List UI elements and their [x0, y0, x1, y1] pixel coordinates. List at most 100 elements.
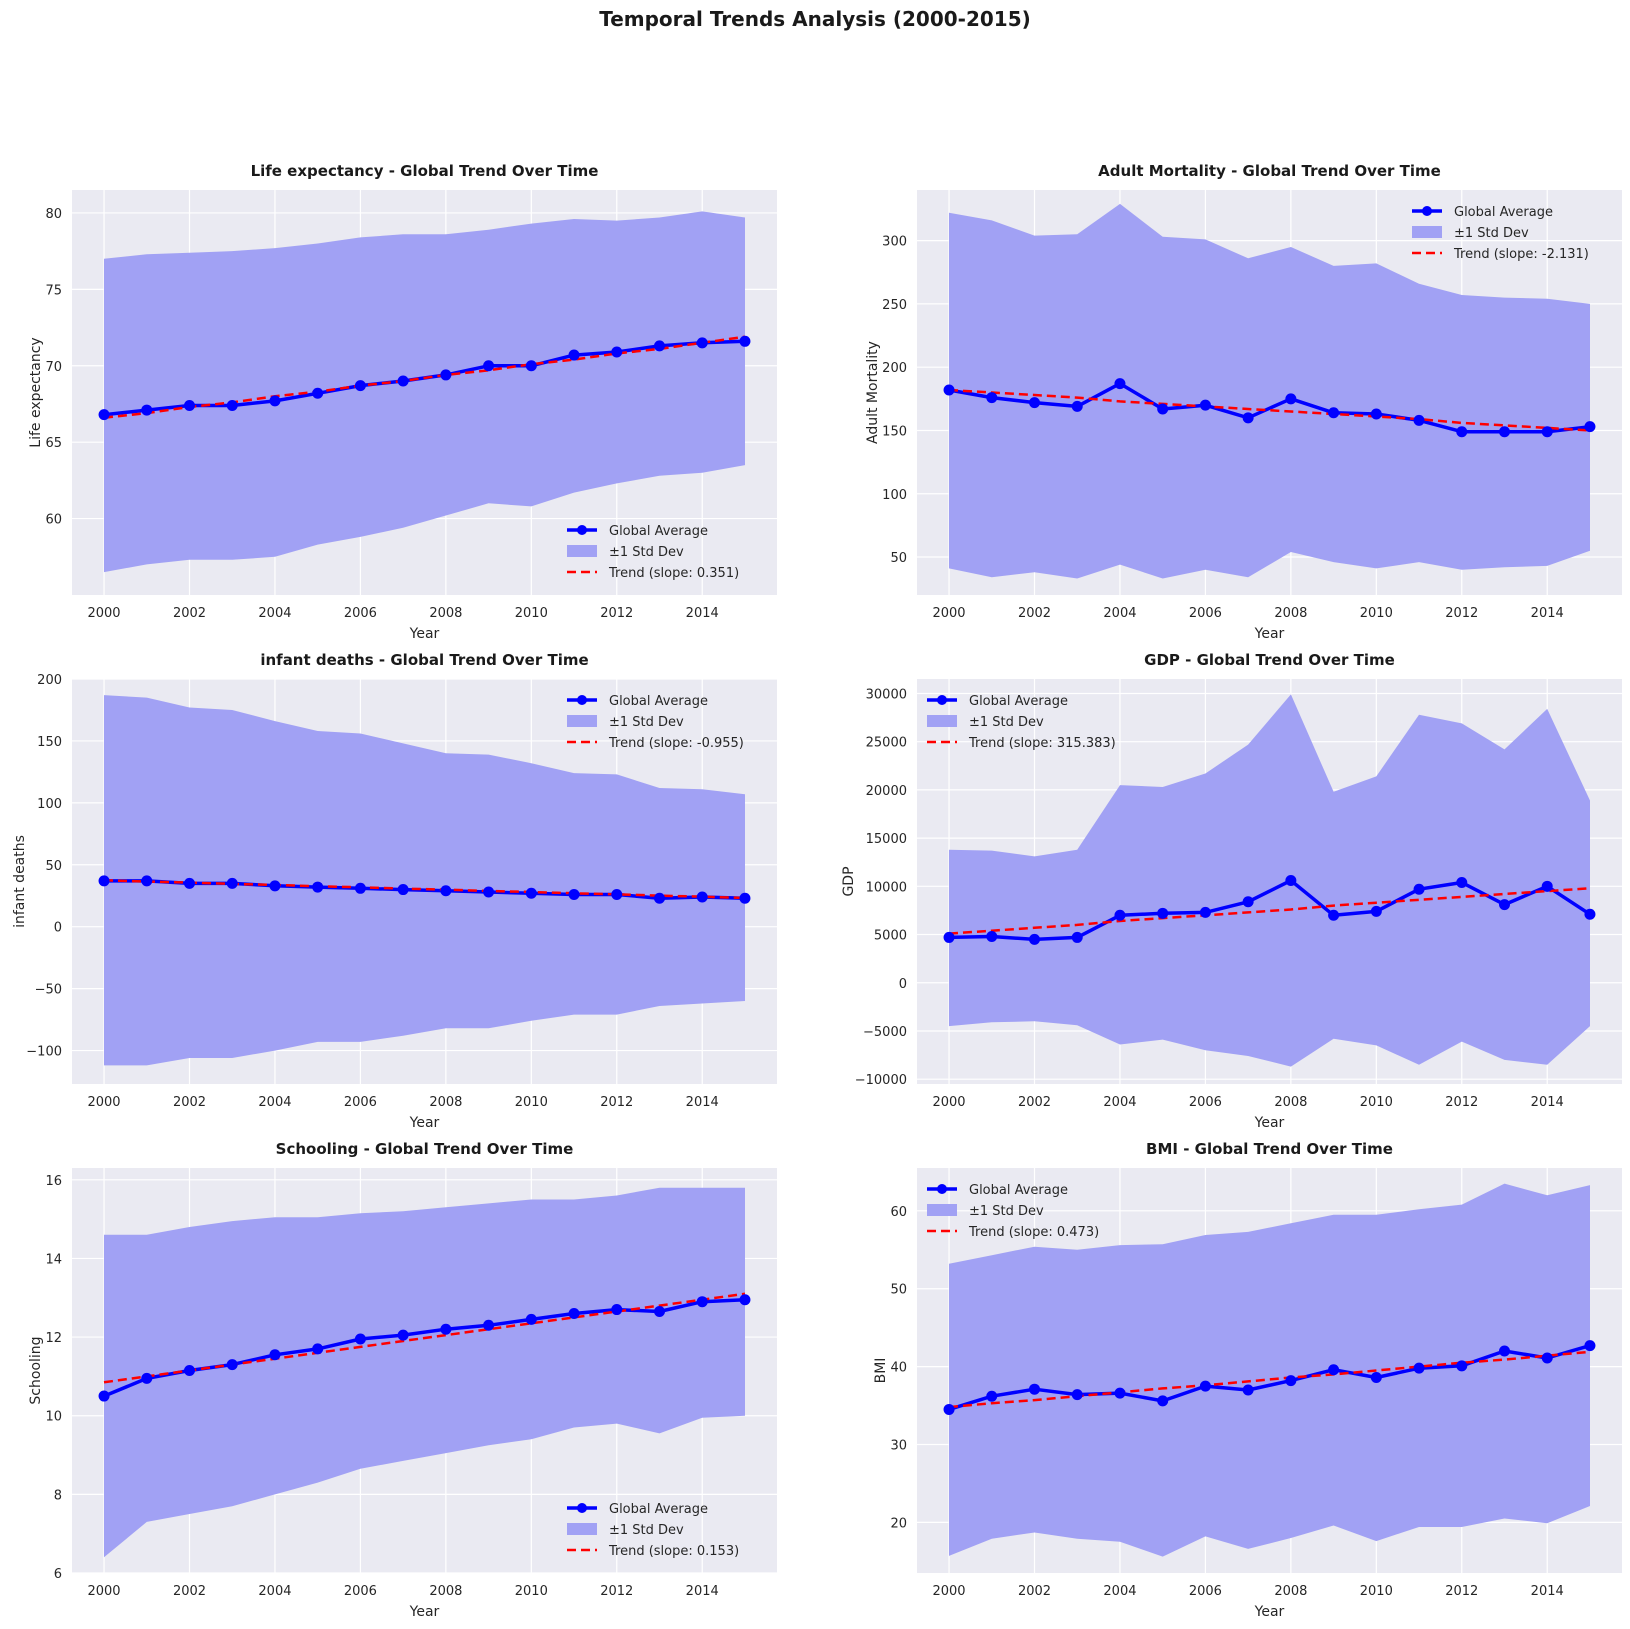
y-tick-label: 0: [54, 921, 62, 936]
legend: Global Average ±1 Std Dev Trend (slope: -0…: [567, 694, 744, 751]
x-tick-label: 2012: [600, 606, 633, 621]
global-average-point: [1541, 426, 1553, 438]
global-average-point: [525, 1313, 537, 1325]
x-tick-label: 2006: [1189, 606, 1222, 621]
global-average-point: [525, 887, 537, 899]
legend-label-band: ±1 Std Dev: [969, 1204, 1044, 1219]
global-average-point: [1499, 426, 1510, 438]
global-average-point: [611, 889, 623, 901]
chart-panel-1: 2000 2002 2004 2006 2008 2010 2012 2014 60 65 70 75…: [28, 162, 777, 642]
global-average-line: [103, 1297, 746, 1398]
legend: Global Average ±1 Std Dev Trend (slope: -2…: [1412, 205, 1589, 262]
x-tick-label: 2012: [1445, 1584, 1478, 1599]
global-average-point: [226, 399, 238, 411]
legend-label-trend: Trend (slope: 315.383): [968, 736, 1116, 751]
global-average-point: [943, 931, 955, 943]
global-average-point: [354, 1333, 366, 1345]
legend-label-average: Global Average: [609, 694, 708, 709]
global-average-point: [986, 1390, 998, 1402]
panels: 2000 2002 2004 2006 2008 2010 2012 201460657075…: [12, 162, 1622, 1620]
global-average-point: [1071, 1389, 1083, 1401]
global-average-point: [986, 930, 998, 942]
y-tick-label: −50: [35, 983, 62, 998]
legend-label-trend: Trend (slope: 0.473): [968, 1225, 1099, 1240]
global-average-point: [1456, 1360, 1468, 1372]
global-average-line: [948, 878, 1591, 942]
global-average-point: [696, 1296, 708, 1308]
y-tick-label: 40: [890, 1361, 907, 1376]
global-average-point: [269, 1349, 281, 1361]
std-dev-band: [104, 211, 745, 573]
y-tick-label: 6: [54, 1567, 62, 1582]
y-tick-label: 50: [890, 1283, 907, 1298]
y-tick-label: 80: [45, 207, 62, 222]
y-tick-label: 70: [45, 360, 62, 375]
y-tick-label: 75: [45, 283, 62, 298]
x-tick-label: 2012: [1445, 606, 1478, 621]
global-average-point: [483, 886, 495, 898]
x-tick-label: 2004: [258, 1095, 291, 1110]
global-average-point: [440, 885, 452, 897]
x-axis-label: Year: [1254, 1115, 1285, 1131]
legend-swatch-band: [567, 545, 597, 557]
y-axis-label: Life expectancy: [28, 337, 44, 447]
global-average-point: [354, 380, 366, 392]
legend-swatch-band: [927, 1204, 957, 1216]
y-tick-label: 100: [37, 797, 62, 812]
x-tick-label: 2000: [87, 606, 120, 621]
global-average-point: [739, 892, 751, 904]
global-average-point: [440, 369, 452, 381]
y-axis-label: Schooling: [28, 1336, 44, 1404]
legend: Global Average ±1 Std Dev Trend (slope: 31…: [927, 694, 1116, 751]
chart-panel-6: 2000 2002 2004 2006 2008 2010 2012 2014 20 30 40 50…: [873, 1140, 1622, 1620]
global-average-point: [1157, 1395, 1169, 1407]
x-tick-label: 2010: [1360, 1584, 1393, 1599]
legend-label-band: ±1 Std Dev: [1454, 226, 1529, 241]
chart-title: GDP - Global Trend Over Time: [1144, 651, 1395, 669]
global-average-point: [98, 1390, 110, 1402]
chart-panel-3: 2000 2002 2004 2006 2008 2010 2012 2014 −100 −50 0…: [12, 651, 777, 1131]
std-dev-band: [949, 203, 1590, 579]
x-tick-label: 2002: [173, 1584, 206, 1599]
y-axis-label: BMI: [873, 1358, 889, 1384]
global-average-point: [1199, 1380, 1211, 1392]
y-tick-label: 30000: [866, 687, 907, 702]
legend-label-average: Global Average: [1454, 205, 1553, 220]
y-tick-label: 200: [37, 673, 62, 688]
legend-swatch-average-marker: [1422, 206, 1432, 216]
legend-label-band: ±1 Std Dev: [609, 545, 684, 560]
global-average-point: [568, 889, 580, 901]
legend-swatch-band: [567, 715, 597, 727]
chart-title: Adult Mortality - Global Trend Over Time: [1098, 162, 1441, 180]
global-average-point: [1541, 1352, 1553, 1364]
y-tick-label: 16: [45, 1174, 62, 1189]
global-average-point: [141, 404, 153, 416]
legend-swatch-average-marker: [577, 1503, 587, 1513]
y-axis-label: infant deaths: [12, 835, 28, 928]
global-average-point: [1285, 875, 1297, 887]
global-average-point: [943, 1403, 955, 1415]
x-tick-label: 2000: [87, 1095, 120, 1110]
global-average-point: [696, 891, 708, 903]
x-tick-label: 2014: [1531, 1584, 1564, 1599]
x-tick-label: 2004: [1103, 1584, 1136, 1599]
chart-title: infant deaths - Global Trend Over Time: [260, 651, 588, 669]
y-tick-label: 150: [37, 735, 62, 750]
x-tick-label: 2004: [1103, 606, 1136, 621]
x-tick-label: 2002: [1018, 1095, 1051, 1110]
legend-swatch-average-marker: [577, 525, 587, 535]
legend-label-band: ±1 Std Dev: [609, 715, 684, 730]
y-tick-label: 65: [45, 436, 62, 451]
global-average-point: [1328, 1364, 1340, 1376]
global-average-point: [1285, 1375, 1297, 1387]
y-tick-label: −100: [26, 1045, 62, 1060]
global-average-point: [1413, 414, 1425, 426]
x-tick-label: 2008: [1274, 606, 1307, 621]
global-average-point: [1029, 397, 1040, 409]
global-average-point: [269, 880, 281, 892]
chart-panel-5: 2000 2002 2004 2006 2008 2010 2012 2014 6 8 10 12 14…: [28, 1140, 777, 1620]
chart-title: BMI - Global Trend Over Time: [1146, 1140, 1393, 1158]
global-average-point: [141, 875, 153, 887]
global-average-point: [1071, 400, 1083, 412]
x-tick-label: 2004: [258, 1584, 291, 1599]
